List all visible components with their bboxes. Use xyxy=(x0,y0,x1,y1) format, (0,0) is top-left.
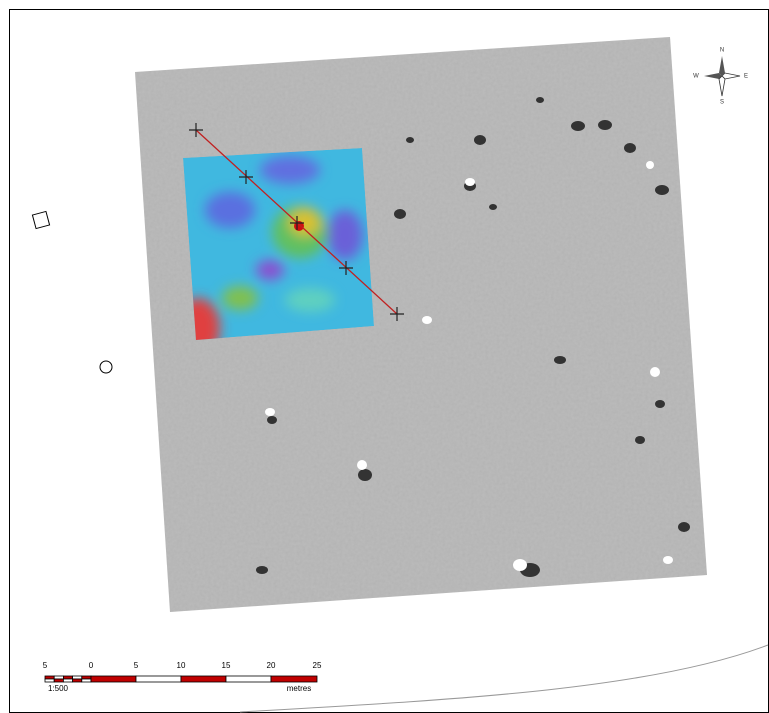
boundary-line xyxy=(240,645,768,712)
scale-unit: metres xyxy=(287,684,311,693)
compass-north: N xyxy=(720,48,724,54)
scale-tick-label: 20 xyxy=(267,661,276,670)
inset-raster xyxy=(176,148,374,358)
compass-east: E xyxy=(744,74,748,80)
scale-tick-label: 0 xyxy=(89,661,94,670)
scale-bar: 5 0 5 10 15 20 25 1:500 metres xyxy=(43,661,322,693)
scale-tick-label: 10 xyxy=(177,661,186,670)
scale-tick-label: 5 xyxy=(134,661,139,670)
compass-south: S xyxy=(720,100,724,106)
circle-symbol xyxy=(100,361,112,373)
map: N E S W 5 0 5 10 15 20 25 1:500 xyxy=(0,0,769,713)
scale-ratio: 1:500 xyxy=(48,684,69,693)
scale-tick-label: 5 xyxy=(43,661,48,670)
square-symbol xyxy=(32,211,49,228)
compass: N E S W xyxy=(693,48,748,106)
compass-west: W xyxy=(693,74,699,80)
scale-tick-label: 25 xyxy=(313,661,322,670)
scale-tick-label: 15 xyxy=(222,661,231,670)
